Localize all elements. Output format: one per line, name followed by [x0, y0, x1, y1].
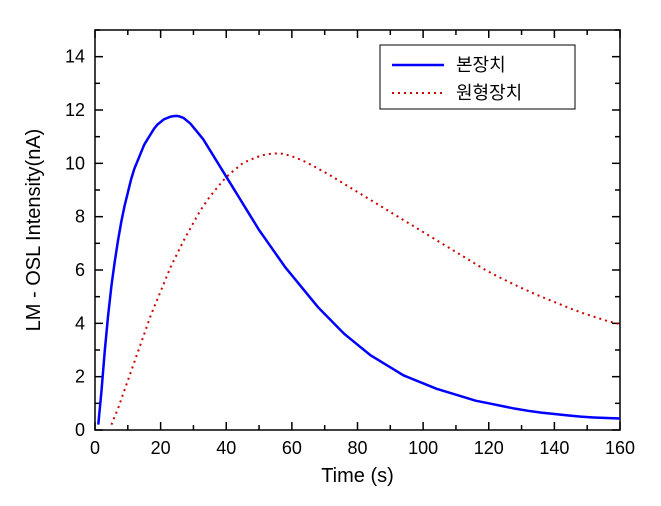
y-tick-label: 14	[65, 47, 85, 67]
lm-osl-chart: 0 20 40 60 80 100 120 140 160 0 2 4 6 8 10 12 14 Time (s)…	[0, 0, 661, 506]
y-tick-label: 10	[65, 153, 85, 173]
chart-container: 0 20 40 60 80 100 120 140 160 0 2 4 6 8 10 12 14 Time (s)…	[0, 0, 661, 506]
legend-label-1: 원형장치	[456, 83, 522, 103]
x-tick-label: 160	[605, 438, 635, 458]
y-tick-label: 6	[75, 260, 85, 280]
x-tick-label: 60	[282, 438, 302, 458]
x-tick-label: 40	[216, 438, 236, 458]
y-axis-label: LM - OSL Intensity(nA)	[23, 129, 45, 332]
x-tick-label: 140	[539, 438, 569, 458]
y-tick-label: 2	[75, 367, 85, 387]
y-tick-label: 0	[75, 420, 85, 440]
y-tick-label: 12	[65, 100, 85, 120]
series-line-1	[111, 153, 620, 424]
legend-label-0: 본장치	[456, 55, 506, 75]
x-tick-label: 120	[474, 438, 504, 458]
series-line-0	[98, 116, 620, 425]
x-tick-label: 0	[90, 438, 100, 458]
plot-frame	[95, 30, 620, 430]
x-tick-label: 80	[347, 438, 367, 458]
y-tick-label: 8	[75, 207, 85, 227]
x-axis-label: Time (s)	[321, 465, 394, 487]
x-tick-label: 20	[151, 438, 171, 458]
x-tick-label: 100	[408, 438, 438, 458]
y-tick-label: 4	[75, 313, 85, 333]
